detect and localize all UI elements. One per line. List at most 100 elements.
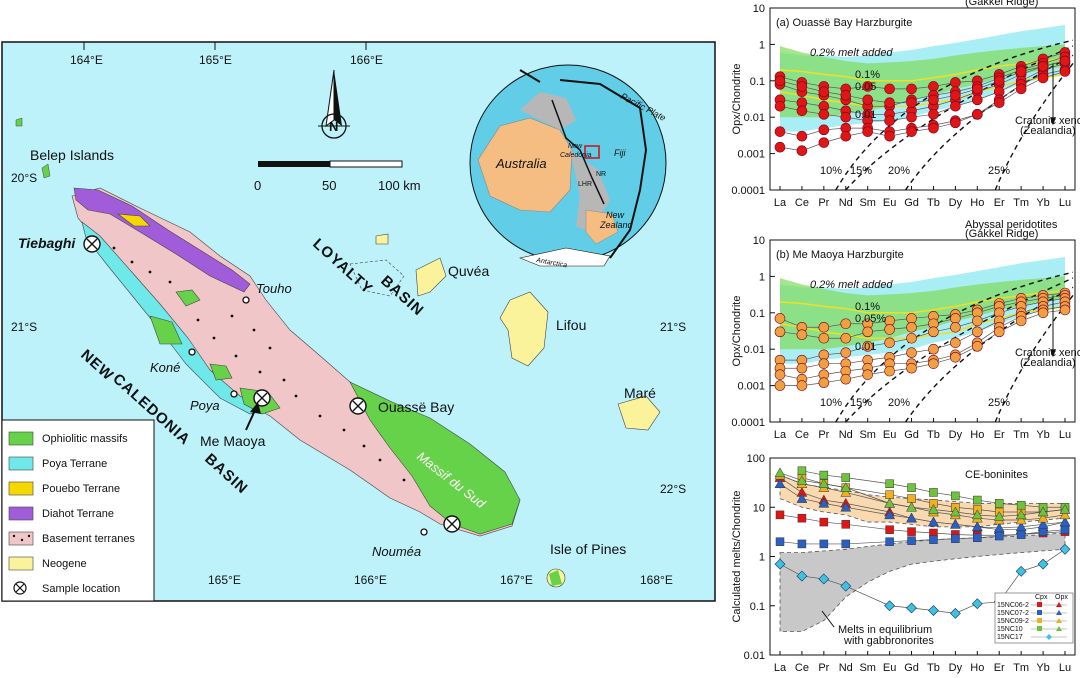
legend-label: Pouebo Terrane (42, 483, 120, 495)
melt-point (796, 474, 808, 485)
sample-point (972, 341, 983, 352)
inset-nr: NR (596, 171, 606, 178)
sample-point (774, 369, 786, 380)
sample-point (862, 369, 873, 380)
melt-point (1037, 558, 1049, 570)
melt-point (949, 506, 961, 517)
y-tick-label: 1 (759, 552, 765, 564)
melt-point (973, 533, 982, 543)
chart-annotation: Abyssal peridotites (965, 219, 1058, 231)
x-tick-label: Er (994, 662, 1005, 674)
sample-point (906, 332, 917, 344)
inset-nz-1: New (606, 210, 625, 220)
sample-point (774, 380, 786, 391)
sample-point (796, 329, 808, 341)
sample-point (774, 100, 786, 112)
melting-trend-line (904, 286, 1074, 423)
melt-point (1037, 512, 1049, 523)
chart-annotation: 25% (988, 165, 1010, 177)
sample-point (950, 100, 961, 112)
legend-label: Neogene (42, 558, 87, 570)
sample-point (993, 75, 1005, 87)
lon-164-top: 164°E (70, 53, 103, 67)
melt-point (907, 494, 916, 503)
melt-point (993, 522, 1005, 533)
y-tick-label: 0.0001 (731, 185, 765, 197)
melt-point (884, 497, 896, 508)
ophiolite-west-coast (209, 363, 233, 381)
sample-point (884, 365, 895, 377)
town-markers (188, 296, 428, 536)
x-tick-label: La (774, 197, 787, 209)
sample-point (1059, 55, 1071, 67)
y-tick-label: 0.0001 (731, 417, 765, 429)
annotation-ce-boninites: CE-boninites (965, 469, 1028, 481)
x-tick-label: Ho (970, 662, 984, 674)
chart-annotation: Cratonic xenoliths (1015, 347, 1080, 359)
sample-point (906, 321, 917, 333)
melt-point (818, 573, 830, 585)
melt-point (971, 598, 983, 610)
melt-point (797, 539, 807, 549)
sample-point (796, 145, 808, 157)
sample-point (906, 347, 917, 359)
melt-point (840, 486, 852, 497)
lon-165-top: 165°E (199, 53, 232, 67)
melt-point (906, 512, 917, 523)
chart-annotation: 20% (888, 165, 910, 177)
sample-point (972, 83, 983, 95)
inset-lhr: LHR (578, 181, 592, 188)
y-tick-label: 10 (753, 235, 765, 247)
y-tick-label: 0.01 (744, 344, 765, 356)
chart-annotation: 10% (820, 165, 842, 177)
sample-point (796, 130, 808, 142)
melt-point (1059, 516, 1071, 527)
melt-point (774, 478, 786, 489)
sample-point (972, 315, 983, 327)
chart-annotation: 20% (888, 397, 910, 409)
basement-dots (112, 246, 406, 482)
sample-point (950, 321, 961, 333)
melt-point (818, 478, 830, 489)
melt-point (928, 503, 939, 514)
lat-20s: 20°S (11, 171, 37, 185)
sample-point (774, 141, 786, 153)
sample-point (950, 77, 961, 88)
x-tick-label: Nd (839, 429, 853, 441)
x-tick-label: Dy (949, 197, 963, 209)
x-tick-label: Er (994, 197, 1005, 209)
chart-annotation: 0.01 (855, 109, 876, 121)
melt-point (949, 518, 961, 529)
y-tick-label: 0.01 (744, 650, 765, 662)
belep-islands (15, 117, 51, 179)
legend-swatch (8, 556, 34, 571)
chart-annotation: 0.05 (855, 81, 876, 93)
scale-bar (258, 160, 403, 168)
label-lifou: Lifou (556, 317, 586, 333)
y-tick-label: 10 (753, 3, 765, 15)
label-ouasse-bay: Ouassë Bay (378, 399, 454, 415)
chart-annotation: 15% (850, 397, 872, 409)
inset-globe (469, 64, 667, 267)
annotation-arrow (821, 610, 835, 628)
x-tick-label: Sm (859, 197, 876, 209)
melt-point (929, 535, 938, 544)
x-tick-label: Er (994, 429, 1005, 441)
legend-label: Basement terranes (42, 533, 135, 545)
sample-point (884, 97, 895, 109)
melt-point (819, 517, 829, 527)
chart-annotation: 0.2% melt added (810, 47, 893, 59)
x-tick-label: Dy (949, 429, 963, 441)
x-tick-label: Ce (795, 429, 809, 441)
longitude-ticks-top (83, 42, 367, 50)
inset-new-caledonia-2: Caledonia (560, 152, 592, 159)
melt-point (818, 497, 830, 508)
chart-annotation: 0.1% (855, 69, 880, 81)
x-tick-label: Ce (795, 197, 809, 209)
lifou-island (499, 291, 549, 367)
y-axis-label: Opx/Chondrite (731, 296, 743, 367)
sample-point (774, 126, 786, 137)
sample-point (928, 94, 939, 106)
melt-point (1015, 521, 1027, 532)
chart-annotation: Cratonic xenoliths (1015, 115, 1080, 127)
